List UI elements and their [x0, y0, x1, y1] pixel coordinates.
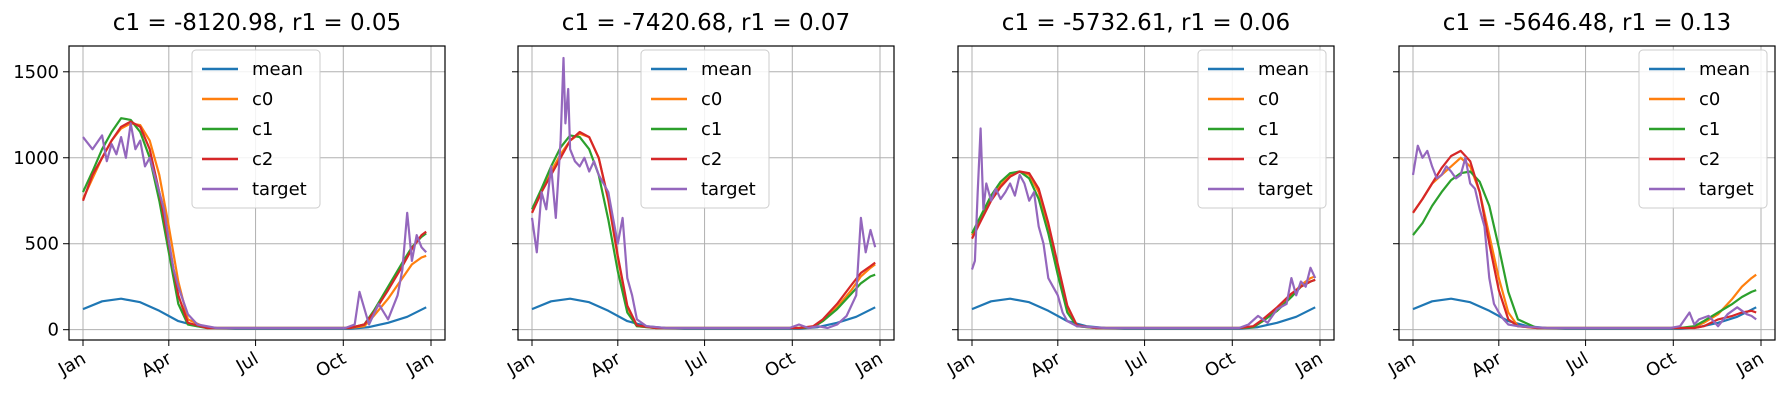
legend-label-mean: mean	[252, 59, 303, 80]
series-line-c1	[531, 134, 876, 330]
x-tick-label: Jan	[943, 348, 978, 381]
axes-frame	[957, 45, 1335, 341]
x-tick-label: Jan	[851, 348, 886, 381]
legend-label-c0: c0	[701, 89, 722, 110]
legend-label-c0: c0	[1699, 89, 1720, 110]
series-line-target	[530, 56, 877, 330]
legend-label-mean: mean	[701, 59, 752, 80]
chart-title: c1 = -7420.68, r1 = 0.07	[562, 10, 850, 36]
x-tick-label: Jul	[1562, 348, 1592, 378]
y-tick-label: 500	[25, 234, 59, 255]
series-line-target	[970, 127, 1317, 330]
chart-panel-3: Jan Apr Jul Oct Jan c1 = -5732.61, r1 = 0.06 m…	[943, 10, 1335, 382]
legend-label-mean: mean	[1699, 59, 1750, 80]
x-tick-label: Jul	[681, 348, 711, 378]
legend-label-target: target	[701, 179, 756, 200]
series-line-mean	[971, 297, 1316, 330]
x-tick-label: Oct	[1201, 348, 1238, 382]
legend-box	[1638, 49, 1768, 209]
legend-box	[1197, 49, 1327, 209]
legend-label-c0: c0	[252, 89, 273, 110]
chart-title: c1 = -5646.48, r1 = 0.13	[1443, 10, 1731, 36]
x-tick-label: Oct	[1642, 348, 1679, 382]
legend-label-c2: c2	[1258, 149, 1279, 170]
series-line-c2	[1412, 149, 1757, 330]
chart-title: c1 = -8120.98, r1 = 0.05	[113, 10, 401, 36]
legend: mean c0 c1 c2 target	[191, 49, 321, 209]
legend-box	[640, 49, 770, 209]
series-line-c2	[531, 130, 876, 330]
axes-frame	[1398, 45, 1776, 341]
x-tick-label: Apr	[587, 348, 625, 382]
legend-label-target: target	[252, 179, 307, 200]
x-tick-label: Jan	[1384, 348, 1419, 381]
y-tick-label: 1000	[13, 148, 59, 169]
y-tick-label: 1500	[13, 62, 59, 83]
series-line-c2	[81, 120, 427, 330]
x-tick-label: Jan	[503, 348, 538, 381]
chart-panel-4: Jan Apr Jul Oct Jan c1 = -5646.48, r1 = 0.13 m…	[1384, 10, 1776, 382]
x-tick-label: Apr	[1027, 348, 1065, 382]
x-tick-label: Jul	[1121, 348, 1151, 378]
series-line-mean	[1412, 297, 1757, 330]
legend-label-c1: c1	[1258, 119, 1279, 140]
legend-label-mean: mean	[1258, 59, 1309, 80]
series-line-mean	[531, 297, 876, 330]
legend-label-target: target	[1699, 179, 1754, 200]
axes-frame	[68, 45, 446, 341]
x-tick-label: Jan	[402, 348, 437, 381]
legend-label-c2: c2	[252, 149, 273, 170]
legend-label-c1: c1	[701, 119, 722, 140]
x-tick-label: Jan	[1732, 348, 1767, 381]
legend: mean c0 c1 c2 target	[1197, 49, 1327, 209]
legend-label-c2: c2	[701, 149, 722, 170]
legend-label-c1: c1	[252, 119, 273, 140]
chart-panel-1: 0 500 1000 1500 Jan Apr Jul Oct Jan c1 = -8120.98…	[13, 10, 446, 382]
series-line-target	[1411, 144, 1757, 330]
series-line-c0	[1412, 156, 1757, 330]
chart-title: c1 = -5732.61, r1 = 0.06	[1002, 10, 1290, 36]
legend: mean c0 c1 c2 target	[1638, 49, 1768, 209]
x-tick-label: Jan	[1291, 348, 1326, 381]
x-tick-label: Apr	[1468, 348, 1506, 382]
legend: mean c0 c1 c2 target	[640, 49, 770, 209]
x-tick-label: Oct	[312, 348, 349, 382]
x-tick-label: Jul	[232, 348, 262, 378]
x-tick-label: Jan	[54, 348, 89, 381]
legend-label-c1: c1	[1699, 119, 1720, 140]
x-tick-label: Oct	[761, 348, 798, 382]
series-line-target	[82, 122, 428, 330]
legend-label-target: target	[1258, 179, 1313, 200]
axes-frame	[517, 45, 895, 341]
y-tick-label: 0	[48, 320, 59, 341]
series-line-c1	[1412, 170, 1757, 330]
legend-box	[191, 49, 321, 209]
legend-label-c0: c0	[1258, 89, 1279, 110]
legend-label-c2: c2	[1699, 149, 1720, 170]
series-line-c1	[82, 117, 427, 330]
chart-panel-2: Jan Apr Jul Oct Jan c1 = -7420.68, r1 = 0.07 m…	[503, 10, 895, 382]
x-tick-label: Apr	[138, 348, 176, 382]
